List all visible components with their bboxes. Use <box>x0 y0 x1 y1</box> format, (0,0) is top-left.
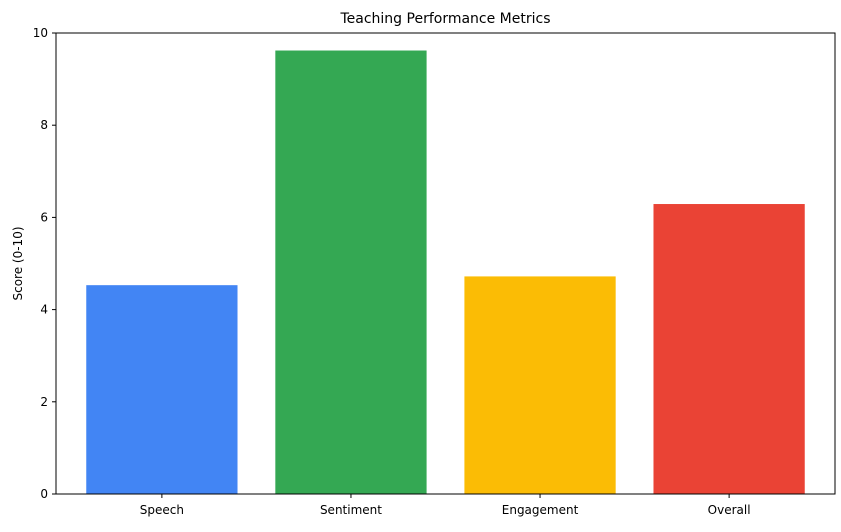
bar-sentiment <box>275 50 427 494</box>
y-tick-label: 0 <box>40 487 48 501</box>
y-tick-label: 6 <box>40 210 48 224</box>
chart-title: Teaching Performance Metrics <box>339 11 550 27</box>
y-axis-ticks: 0 2 4 6 8 10 <box>33 26 56 501</box>
y-tick-label: 8 <box>40 118 48 132</box>
y-axis-label: Score (0-10) <box>11 226 25 300</box>
x-tick-label: Speech <box>140 503 184 517</box>
x-axis-ticks: Speech Sentiment Engagement Overall <box>140 494 751 517</box>
x-tick-label: Sentiment <box>320 503 382 517</box>
y-tick-label: 2 <box>40 395 48 409</box>
bar-speech <box>86 285 238 494</box>
y-tick-label: 10 <box>33 26 48 40</box>
y-tick-label: 4 <box>40 303 48 317</box>
x-tick-label: Engagement <box>502 503 579 517</box>
bars-layer <box>86 50 805 494</box>
bar-engagement <box>464 276 616 494</box>
bar-overall <box>653 204 805 494</box>
x-tick-label: Overall <box>708 503 751 517</box>
plot-frame <box>55 32 836 495</box>
